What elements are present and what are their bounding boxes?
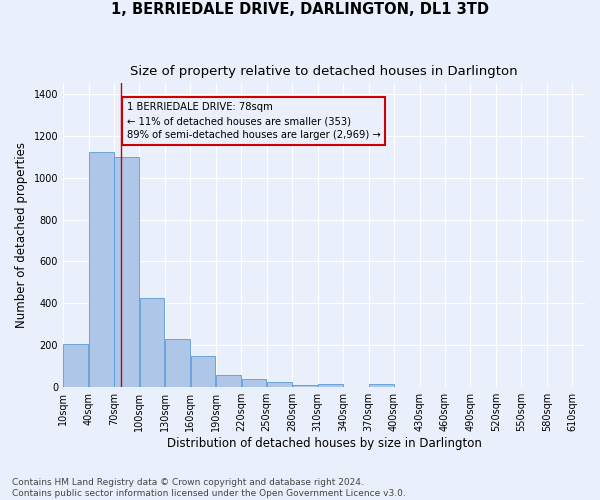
Bar [191, 356, 215, 387]
Bar [216, 376, 241, 387]
Text: 1, BERRIEDALE DRIVE, DARLINGTON, DL1 3TD: 1, BERRIEDALE DRIVE, DARLINGTON, DL1 3TD [111, 2, 489, 18]
Bar [89, 152, 113, 387]
Bar [267, 382, 292, 387]
Bar [242, 379, 266, 387]
Title: Size of property relative to detached houses in Darlington: Size of property relative to detached ho… [130, 65, 518, 78]
Bar [369, 384, 394, 387]
Text: 1 BERRIEDALE DRIVE: 78sqm
← 11% of detached houses are smaller (353)
89% of semi: 1 BERRIEDALE DRIVE: 78sqm ← 11% of detac… [127, 102, 380, 140]
Y-axis label: Number of detached properties: Number of detached properties [15, 142, 28, 328]
Bar [115, 158, 139, 387]
Bar [64, 344, 88, 387]
X-axis label: Distribution of detached houses by size in Darlington: Distribution of detached houses by size … [167, 437, 481, 450]
Text: Contains HM Land Registry data © Crown copyright and database right 2024.
Contai: Contains HM Land Registry data © Crown c… [12, 478, 406, 498]
Bar [140, 298, 164, 387]
Bar [166, 339, 190, 387]
Bar [293, 385, 317, 387]
Bar [318, 384, 343, 387]
